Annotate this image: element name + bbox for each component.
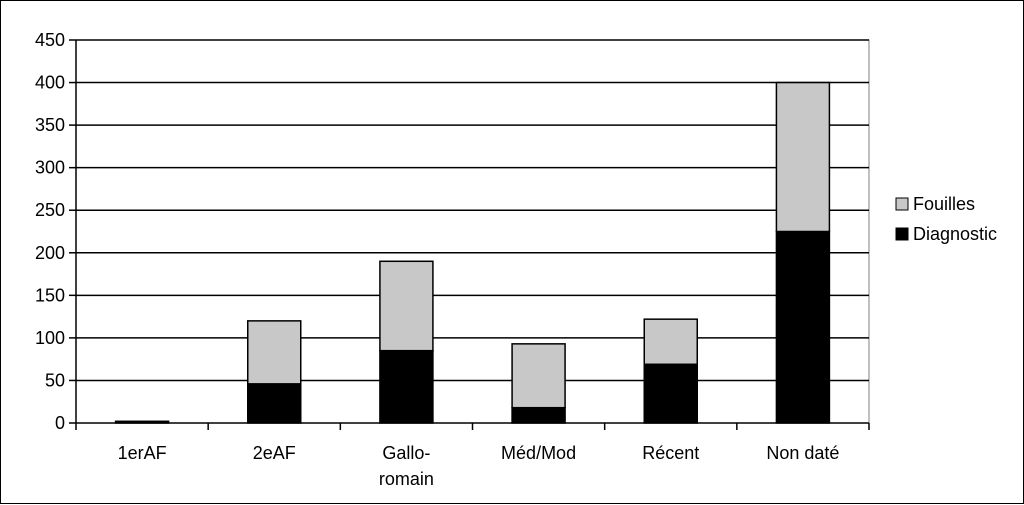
y-tick-label: 200 (35, 243, 65, 263)
x-tick-label: Gallo- (382, 443, 430, 463)
bar-diagnostic-2 (379, 349, 434, 424)
y-tick-label: 300 (35, 158, 65, 178)
y-tick-label: 450 (35, 30, 65, 50)
y-tick-label: 400 (35, 73, 65, 93)
legend-label-fouilles: Fouilles (913, 194, 975, 214)
x-tick-label: 2eAF (253, 443, 296, 463)
y-tick-label: 250 (35, 200, 65, 220)
bar-diagnostic-5 (775, 230, 831, 424)
y-tick-label: 0 (55, 413, 65, 433)
x-tick-label: Méd/Mod (501, 443, 576, 463)
bar-diagnostic-0 (114, 420, 170, 424)
x-tick-label: Non daté (766, 443, 839, 463)
bar-diagnostic-4 (643, 363, 698, 424)
y-tick-label: 350 (35, 115, 65, 135)
y-tick-label: 100 (35, 328, 65, 348)
bar-fouilles-3 (511, 343, 566, 409)
x-tick-label: Récent (642, 443, 699, 463)
legend-label-diagnostic: Diagnostic (913, 224, 997, 244)
bar-fouilles-5 (775, 81, 831, 233)
legend-swatch-diagnostic (895, 227, 909, 241)
y-tick-label: 50 (45, 370, 65, 390)
bar-fouilles-2 (379, 260, 434, 352)
bar-diagnostic-3 (511, 406, 566, 424)
bar-fouilles-4 (643, 318, 698, 366)
plot-area (75, 39, 870, 424)
bar-diagnostic-1 (247, 383, 302, 424)
x-tick-label: 1erAF (118, 443, 167, 463)
x-tick-label: romain (379, 469, 434, 489)
bar-fouilles-1 (247, 320, 302, 385)
y-tick-label: 150 (35, 285, 65, 305)
legend-swatch-fouilles (895, 197, 909, 211)
